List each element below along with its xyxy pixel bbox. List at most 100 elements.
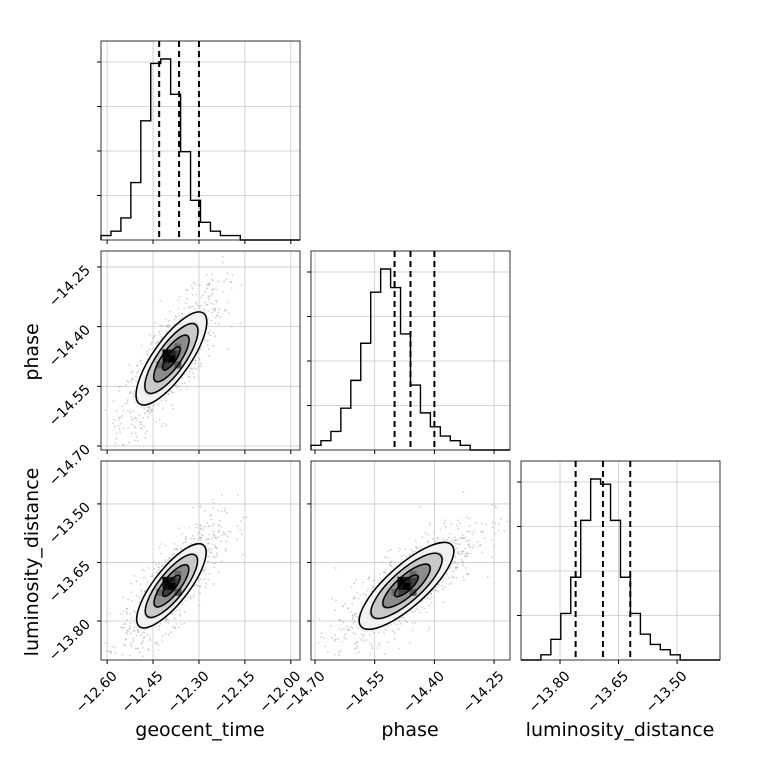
tick-label-x: −13.80 xyxy=(526,668,574,716)
scatter-point xyxy=(491,504,493,506)
scatter-point xyxy=(195,293,198,296)
scatter-point xyxy=(149,348,151,351)
scatter-point xyxy=(142,416,145,419)
scatter-point xyxy=(205,567,207,569)
scatter-point xyxy=(361,633,363,636)
scatter-point xyxy=(437,590,440,593)
scatter-point xyxy=(186,596,189,599)
scatter-point xyxy=(157,403,160,405)
scatter-point xyxy=(174,627,177,630)
scatter-point xyxy=(338,651,340,654)
scatter-point xyxy=(142,637,145,640)
scatter-point xyxy=(173,318,176,321)
scatter-point xyxy=(383,632,385,635)
scatter-point xyxy=(197,357,200,360)
scatter-point xyxy=(158,330,161,333)
tick-label-x: −13.50 xyxy=(643,668,691,716)
scatter-point xyxy=(129,625,132,628)
scatter-point xyxy=(171,404,174,406)
scatter-point xyxy=(340,650,343,652)
scatter-point xyxy=(428,627,431,629)
scatter-point xyxy=(179,613,182,616)
scatter-point xyxy=(178,626,180,629)
scatter-point xyxy=(465,556,467,558)
scatter-point xyxy=(351,627,354,629)
scatter-point xyxy=(161,640,164,643)
scatter-point xyxy=(211,307,214,310)
scatter-point xyxy=(212,288,215,290)
scatter-point xyxy=(338,654,340,657)
scatter-point xyxy=(426,541,429,544)
scatter-point xyxy=(134,647,137,650)
scatter-point xyxy=(452,539,455,542)
scatter-point xyxy=(481,522,484,525)
scatter-point xyxy=(430,592,432,595)
scatter-point xyxy=(125,383,127,386)
scatter-point xyxy=(181,312,184,315)
scatter-point xyxy=(490,539,493,542)
scatter-point xyxy=(137,630,140,633)
scatter-point xyxy=(207,560,209,563)
scatter-point xyxy=(324,645,327,648)
scatter-point xyxy=(183,622,186,625)
scatter-point xyxy=(352,617,354,619)
scatter-point xyxy=(226,272,229,275)
scatter-point xyxy=(161,635,164,637)
scatter-point xyxy=(155,571,158,574)
scatter-point xyxy=(129,412,132,414)
scatter-point xyxy=(334,639,336,642)
scatter-point xyxy=(214,562,217,565)
scatter-point xyxy=(169,310,171,313)
scatter-point xyxy=(206,538,209,541)
scatter-point xyxy=(207,331,210,334)
scatter-point xyxy=(213,556,216,559)
scatter-point xyxy=(149,405,152,408)
scatter-point xyxy=(411,629,414,632)
scatter-point xyxy=(352,597,355,600)
scatter-point xyxy=(159,623,162,625)
scatter-point xyxy=(181,603,184,606)
scatter-point xyxy=(148,406,151,409)
scatter-point xyxy=(121,653,124,656)
scatter-point xyxy=(467,543,470,546)
scatter-point xyxy=(458,543,461,545)
scatter-point xyxy=(153,336,156,338)
scatter-point xyxy=(437,583,440,586)
scatter-point xyxy=(205,539,208,541)
scatter-point xyxy=(424,531,426,534)
scatter-point xyxy=(461,534,464,537)
scatter-point xyxy=(167,393,170,395)
scatter-point xyxy=(142,655,145,658)
scatter-point xyxy=(135,365,138,367)
scatter-point xyxy=(454,539,456,542)
scatter-point xyxy=(160,552,163,555)
scatter-point xyxy=(205,582,208,585)
tick-label-y: −13.50 xyxy=(46,499,94,547)
scatter-point xyxy=(207,537,210,540)
scatter-point xyxy=(455,567,457,569)
scatter-point xyxy=(227,348,230,350)
density-cell xyxy=(156,588,164,596)
scatter-point xyxy=(340,628,343,631)
scatter-point xyxy=(211,538,213,540)
scatter-point xyxy=(124,402,127,405)
scatter-point xyxy=(140,427,143,430)
scatter-point xyxy=(175,609,178,612)
scatter-point xyxy=(208,282,211,285)
scatter-point xyxy=(356,591,359,594)
scatter-point xyxy=(156,341,159,344)
scatter-point xyxy=(212,533,215,536)
scatter-point xyxy=(460,537,463,540)
scatter-point xyxy=(383,571,385,574)
scatter-point xyxy=(199,585,201,588)
scatter-point xyxy=(140,641,143,644)
tick-label-x: −12.45 xyxy=(119,668,167,716)
scatter-point xyxy=(411,622,414,625)
scatter-point xyxy=(317,642,320,644)
scatter-point xyxy=(460,558,463,561)
scatter-point xyxy=(132,637,135,640)
scatter-point xyxy=(334,609,336,612)
scatter-point xyxy=(161,407,164,410)
scatter-point xyxy=(211,498,214,501)
scatter-point xyxy=(200,538,203,541)
